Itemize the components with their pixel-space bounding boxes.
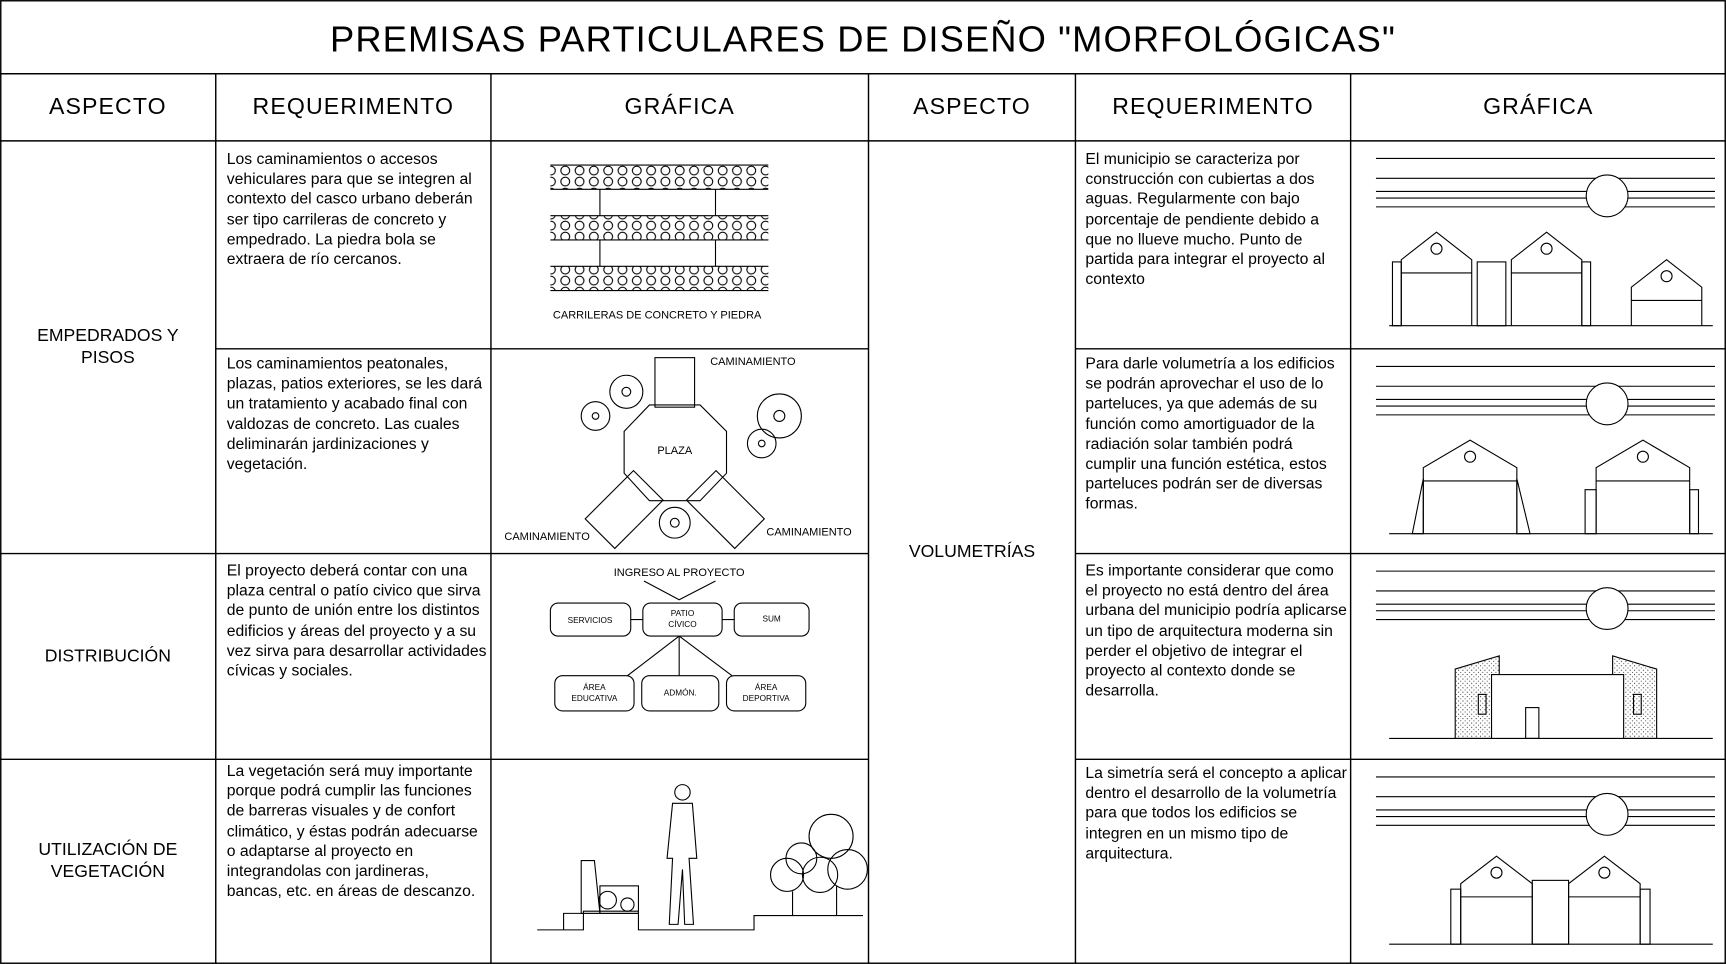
vegetation-graphic <box>537 784 868 931</box>
stair <box>1476 261 1507 327</box>
aspect: VOLUMETRÍAS <box>908 542 1036 562</box>
window <box>1632 693 1642 715</box>
requirement: Los caminamientos peatonales, plazas, pa… <box>226 355 483 474</box>
house <box>1595 439 1691 534</box>
column-header: REQUERIMENTO <box>253 93 455 119</box>
sun <box>1585 587 1629 631</box>
diagram-node: CÍVICO <box>668 619 697 629</box>
aspect: EMPEDRADOS Y PISOS <box>37 326 179 368</box>
rails-graphic <box>550 164 769 292</box>
column-header: ASPECTO <box>49 93 167 119</box>
diagram-node: EDUCATIVA <box>571 694 617 703</box>
requirement-box: Los caminamientos o accesos vehiculares … <box>226 150 473 269</box>
column-header: ASPECTO <box>913 93 1031 119</box>
window <box>1660 270 1673 283</box>
graphic-label: CAMINAMIENTO <box>504 531 590 543</box>
graphic-label: CARRILERAS DE CONCRETO Y PIEDRA <box>553 310 762 322</box>
wall <box>1454 655 1500 739</box>
requirement-box: Los caminamientos peatonales, plazas, pa… <box>226 355 483 474</box>
body <box>1490 674 1625 739</box>
volumetry-graphics <box>1375 157 1715 945</box>
column-header: REQUERIMENTO <box>1112 93 1314 119</box>
diagram-node: ÁREA <box>755 682 778 692</box>
house <box>1422 439 1518 534</box>
requirement-box: La simetría será el concepto a aplicar d… <box>1085 764 1347 863</box>
sun <box>1585 792 1629 836</box>
sunshade <box>1516 478 1531 535</box>
page-title: PREMISAS PARTICULARES DE DISEÑO "MORFOLÓ… <box>330 18 1396 59</box>
window <box>1636 450 1649 463</box>
requirement: La simetría será el concepto a aplicar d… <box>1085 764 1347 863</box>
window <box>1464 450 1477 463</box>
requirement: Es importante considerar que como el pro… <box>1085 562 1347 701</box>
stair <box>1531 879 1570 945</box>
aspect: UTILIZACIÓN DE VEGETACIÓN <box>38 840 178 882</box>
wall <box>1450 888 1462 945</box>
requirement-box: La vegetación será muy importante porque… <box>226 762 478 901</box>
aspect: DISTRIBUCIÓN <box>44 646 171 666</box>
window <box>1490 866 1503 879</box>
diagram-graphic <box>549 580 810 712</box>
house <box>1510 231 1583 326</box>
door <box>1525 707 1540 739</box>
plaza-graphic <box>580 357 802 550</box>
diagram-node: ADMÓN. <box>664 687 697 697</box>
house <box>1568 855 1641 945</box>
requirement-box: Es importante considerar que como el pro… <box>1085 562 1347 701</box>
aspect-box: VOLUMETRÍAS <box>908 542 1036 562</box>
window <box>1477 693 1487 715</box>
house <box>1400 231 1473 326</box>
aspect-box: EMPEDRADOS Y PISOS <box>37 326 179 368</box>
graphic-label: CAMINAMIENTO <box>710 356 796 368</box>
aspect-box: DISTRIBUCIÓN <box>44 646 171 666</box>
graphic-label: INGRESO AL PROYECTO <box>614 567 745 579</box>
requirement: La vegetación será muy importante porque… <box>226 762 478 901</box>
sunshade <box>1411 478 1424 535</box>
requirement-box: Para darle volumetría a los edificios se… <box>1085 355 1335 514</box>
wall <box>1581 261 1592 327</box>
requirement: El municipio se caracteriza por construc… <box>1085 150 1326 289</box>
requirement: El proyecto deberá contar con una plaza … <box>226 562 487 681</box>
requirement-box: El municipio se caracteriza por construc… <box>1085 150 1326 289</box>
graphic-label: PLAZA <box>657 445 693 457</box>
diagram-node: PATIO <box>671 609 695 618</box>
wall <box>1639 888 1651 945</box>
window <box>1430 242 1443 255</box>
requirement: Para darle volumetría a los edificios se… <box>1085 355 1335 514</box>
column-header: GRÁFICA <box>625 93 735 119</box>
house <box>1460 855 1533 945</box>
window <box>1598 866 1611 879</box>
diagram-node: DEPORTIVA <box>743 694 790 703</box>
wall <box>1391 261 1402 327</box>
requirement-box: El proyecto deberá contar con una plaza … <box>226 562 487 681</box>
sunshade <box>1689 489 1700 535</box>
diagram-node: SERVICIOS <box>568 616 613 625</box>
window <box>1540 242 1553 255</box>
column-header: GRÁFICA <box>1483 93 1593 119</box>
sun <box>1585 382 1629 426</box>
sun <box>1585 174 1629 218</box>
sunshade <box>1584 489 1597 535</box>
aspect-box: UTILIZACIÓN DE VEGETACIÓN <box>38 840 178 882</box>
diagram-node: SUM <box>762 615 780 624</box>
graphic-label: CAMINAMIENTO <box>766 527 852 539</box>
requirement: Los caminamientos o accesos vehiculares … <box>226 150 473 269</box>
diagram-node: ÁREA <box>583 682 606 692</box>
house <box>1630 259 1703 326</box>
